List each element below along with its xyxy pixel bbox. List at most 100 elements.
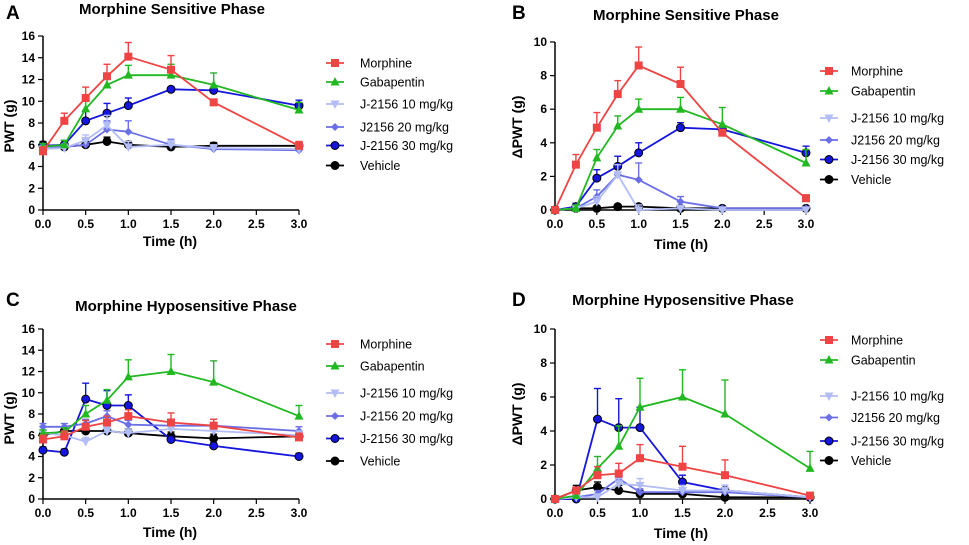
panel-d-legend: Morphine Gabapentin J-2156 10 mg/kg J2156 2… bbox=[820, 334, 944, 468]
panel-a-legend-item-morphine: Morphine bbox=[326, 57, 412, 71]
panel-b-data-point bbox=[592, 173, 602, 183]
panel-a-data-point bbox=[123, 101, 133, 111]
panel-a-series-gabapentin bbox=[38, 63, 304, 151]
panel-c-series-line-gabapentin bbox=[42, 370, 300, 434]
panel-c-legend-swatch-marker bbox=[330, 361, 340, 370]
panel-b-legend-item-gabapentin: Gabapentin bbox=[820, 85, 916, 99]
panel-d-y-tick-label: 0 bbox=[540, 492, 547, 506]
panel-d-legend-item-gabapentin: Gabapentin bbox=[820, 354, 916, 368]
panel-d-legend-swatch-marker bbox=[825, 413, 833, 422]
panel-d-data-point bbox=[614, 441, 624, 450]
panel-d-legend-label: Morphine bbox=[851, 334, 903, 348]
panel-b-legend-label: Morphine bbox=[851, 65, 903, 79]
panel-a-data-point bbox=[81, 116, 91, 126]
panel-d-data-point bbox=[635, 423, 645, 433]
panel-b-data-point bbox=[676, 80, 685, 88]
panel-a-y-axis-title: PWT (g) bbox=[1, 100, 17, 153]
panel-d-legend-swatch-marker bbox=[824, 392, 834, 401]
panel-c-data-point bbox=[81, 438, 91, 447]
panel-c-letter: C bbox=[6, 290, 20, 311]
panel-b-data-point bbox=[676, 104, 685, 113]
panel-b-title: Morphine Sensitive Phase bbox=[593, 7, 779, 24]
panel-a-x-tick-label: 1.5 bbox=[163, 217, 180, 231]
panel-a-data-point bbox=[102, 79, 112, 89]
panel-a-legend-swatch-marker bbox=[331, 59, 339, 67]
panel-d-legend-item-morphine: Morphine bbox=[820, 334, 903, 348]
panel-b-data-point bbox=[634, 104, 644, 113]
panel-b-legend-swatch-marker bbox=[825, 67, 833, 75]
panel-d-data-point bbox=[593, 493, 602, 503]
panel-b-data-point bbox=[592, 123, 601, 132]
panel-d-data-point bbox=[614, 480, 624, 489]
panel-b-legend-item-j-2156-30-mg-kg: J-2156 30 mg/kg bbox=[820, 153, 944, 167]
panel-c-x-axis-title: Time (h) bbox=[143, 524, 197, 540]
panel-c-data-point bbox=[124, 420, 133, 429]
panel-b-data-point bbox=[551, 206, 559, 214]
panel-b-data-point bbox=[613, 121, 623, 130]
panel-b-data-point bbox=[801, 206, 811, 215]
panel-a-title: Morphine Sensitive Phase bbox=[79, 1, 265, 18]
panel-d-legend-label: Gabapentin bbox=[851, 354, 916, 368]
panel-a-data-point bbox=[81, 93, 90, 102]
panel-a-legend-swatch-marker bbox=[331, 123, 339, 131]
panel-b-legend-item-j-2156-10-mg-kg: J-2156 10 mg/kg bbox=[820, 112, 944, 126]
panel-d-legend-label: J-2156 30 mg/kg bbox=[851, 435, 944, 449]
panel-c-series-j-2156-30-mg-kg bbox=[38, 382, 304, 461]
panel-a-legend-item-j-2156-30-mg-kg: J-2156 30 mg/kg bbox=[326, 139, 453, 153]
panel-a-data-point bbox=[209, 79, 219, 89]
panel-a-y-tick-label: 2 bbox=[28, 181, 35, 195]
panel-c-legend-swatch-marker bbox=[331, 412, 339, 420]
panel-c-legend-item-j-2156-20-mg-kg: J-2156 20 mg/kg bbox=[326, 410, 453, 424]
panel-b-data-point bbox=[613, 171, 623, 180]
panel-b-data-point bbox=[718, 128, 727, 137]
panel-b-data-point bbox=[634, 206, 644, 215]
panel-b-data-point bbox=[613, 90, 622, 99]
panel-c-data-point bbox=[294, 452, 304, 461]
panel-c-legend-swatch-marker bbox=[331, 340, 339, 348]
panel-c-y-tick-label: 12 bbox=[22, 365, 36, 379]
panel-c-legend-label: Gabapentin bbox=[360, 360, 425, 374]
panel-b-x-axis-title: Time (h) bbox=[654, 236, 708, 252]
panel-b-series-line-morphine bbox=[554, 64, 807, 211]
panel-b-legend-swatch-marker bbox=[824, 86, 834, 95]
panel-b-y-tick-label: 10 bbox=[534, 35, 548, 49]
panel-d-x-tick-label: 0.0 bbox=[547, 506, 564, 520]
panel-b-legend-swatch-marker bbox=[824, 175, 834, 184]
panel-c-data-point bbox=[39, 435, 47, 444]
panel-a-y-tick-label: 16 bbox=[22, 29, 36, 43]
panel-a-letter: A bbox=[6, 3, 20, 24]
panel-a-y-tick-label: 10 bbox=[22, 94, 36, 108]
panel-d-x-axis-title: Time (h) bbox=[654, 525, 708, 541]
panel-a-legend-swatch-marker bbox=[330, 161, 340, 170]
panel-c-series-morphine bbox=[39, 409, 303, 444]
panel-a-y-tick-label: 12 bbox=[22, 73, 36, 87]
panel-a: A Morphine Sensitive Phase 0 2 4 6 8 10 12 14 16… bbox=[1, 1, 453, 249]
panel-a-x-tick-label: 1.0 bbox=[120, 217, 137, 231]
panel-b-x-tick-label: 1.0 bbox=[630, 217, 647, 231]
panel-c-legend-item-j-2156-10-mg-kg: J-2156 10 mg/kg bbox=[326, 387, 453, 401]
panel-a-legend-label: Gabapentin bbox=[360, 76, 425, 90]
panel-d-y-tick-label: 4 bbox=[540, 424, 547, 438]
panel-d-legend-label: J-2156 10 mg/kg bbox=[851, 390, 944, 404]
panel-d-data-point bbox=[678, 392, 687, 401]
panel-a-data-point bbox=[60, 116, 69, 125]
panel-c-legend-label: Morphine bbox=[360, 338, 412, 352]
panel-d-data-point bbox=[593, 414, 602, 424]
panel-a-x-tick-label: 0.0 bbox=[35, 217, 52, 231]
panel-c-data-point bbox=[81, 409, 91, 418]
panel-b-legend-label: J2156 20 mg/kg bbox=[851, 134, 940, 148]
panel-d-x-tick-label: 2.5 bbox=[759, 506, 776, 520]
panel-a-y-tick-label: 4 bbox=[28, 160, 35, 174]
panel-c-data-point bbox=[123, 401, 133, 410]
panel-b-data-point bbox=[676, 197, 685, 206]
panel-b-legend-swatch-marker bbox=[825, 136, 833, 144]
panel-d-data-point bbox=[678, 462, 687, 471]
panel-c-legend-item-morphine: Morphine bbox=[326, 338, 412, 352]
panel-d-legend-item-j-2156-10-mg-kg: J-2156 10 mg/kg bbox=[820, 390, 944, 404]
panel-b-y-tick-label: 6 bbox=[540, 102, 547, 116]
panel-b-legend-swatch-marker bbox=[824, 114, 834, 123]
panel-a-data-point bbox=[102, 121, 112, 131]
panel-a-y-tick-label: 14 bbox=[22, 51, 36, 65]
panel-a-y-tick-label: 0 bbox=[28, 203, 35, 217]
panel-c-data-point bbox=[209, 377, 219, 386]
